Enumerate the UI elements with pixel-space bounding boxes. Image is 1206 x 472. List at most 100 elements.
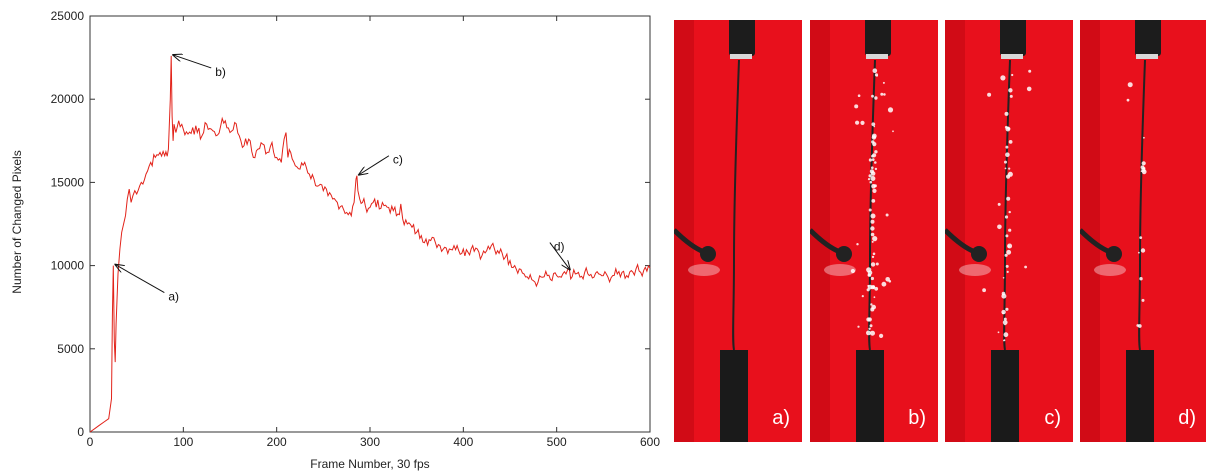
bubble xyxy=(1008,228,1012,232)
glare xyxy=(824,264,856,276)
bottom-electrode xyxy=(720,350,748,442)
wire xyxy=(732,59,740,351)
bubble xyxy=(871,184,876,189)
bubble xyxy=(1005,234,1009,238)
bubble xyxy=(875,262,879,266)
bubble xyxy=(871,255,875,259)
wire xyxy=(1138,59,1146,351)
photo-shadow xyxy=(674,20,694,442)
bubble xyxy=(1004,253,1008,257)
bubble xyxy=(1004,323,1006,326)
bubble xyxy=(885,213,889,217)
bubble xyxy=(1008,88,1013,93)
bubble xyxy=(879,333,884,338)
bubble xyxy=(1006,249,1012,255)
bubble xyxy=(874,167,878,171)
bubble xyxy=(860,120,865,125)
bubble xyxy=(870,226,875,231)
bubble xyxy=(874,96,878,100)
bubble xyxy=(881,281,887,287)
bubble xyxy=(1004,167,1007,170)
bubble xyxy=(1005,145,1009,149)
bubble xyxy=(857,325,860,328)
bubble xyxy=(1002,312,1004,315)
bubble xyxy=(1002,277,1005,279)
x-tick-label: 500 xyxy=(547,435,567,449)
probe-tip xyxy=(971,246,987,262)
wire xyxy=(1003,59,1011,351)
annotation-label: b) xyxy=(215,65,226,79)
bubble xyxy=(1008,140,1013,144)
photo-label: c) xyxy=(1044,407,1061,429)
bubble xyxy=(1127,82,1133,88)
photo-label: b) xyxy=(908,407,926,429)
bubble xyxy=(1005,307,1009,311)
bubble xyxy=(1141,298,1145,302)
x-tick-label: 400 xyxy=(453,435,473,449)
bubble xyxy=(856,243,859,246)
bubble xyxy=(867,178,871,181)
bubble xyxy=(1028,69,1032,73)
line-chart: 0 100 200 300 400 500 600 0 5000 10000 15000 20000 2… xyxy=(10,9,661,471)
annotation-label: d) xyxy=(554,240,565,254)
bubble xyxy=(870,303,873,306)
top-electrode xyxy=(729,20,755,56)
x-tick-label: 300 xyxy=(360,435,380,449)
photo-scene xyxy=(674,20,802,442)
bubble xyxy=(874,286,879,291)
bubble xyxy=(869,180,873,184)
bubble xyxy=(1026,86,1032,92)
bubble xyxy=(1008,210,1011,214)
chart-ticks: 0 100 200 300 400 500 600 0 5000 10000 15000 20000 2… xyxy=(51,9,661,449)
bubble xyxy=(870,307,875,312)
y-axis-label: Number of Changed Pixels xyxy=(10,150,24,293)
x-tick-label: 200 xyxy=(267,435,287,449)
bubble xyxy=(871,158,875,162)
bubble xyxy=(1007,171,1013,177)
y-tick-label: 15000 xyxy=(51,175,85,189)
bubble xyxy=(866,330,871,336)
electrode-tip xyxy=(1136,54,1158,59)
bubble xyxy=(872,68,878,73)
bubble xyxy=(871,166,874,169)
annotation-arrow xyxy=(115,265,165,294)
bubble xyxy=(1139,236,1143,240)
bubble xyxy=(1006,270,1009,273)
chart-annotations: a) b) c) d) xyxy=(115,55,570,304)
photo-shadow xyxy=(1080,20,1100,442)
bubble xyxy=(871,122,876,127)
bubble xyxy=(882,81,885,84)
bubble xyxy=(870,176,876,181)
y-tick-label: 10000 xyxy=(51,259,85,273)
bubble xyxy=(1004,160,1007,164)
bubble xyxy=(1001,291,1006,296)
bubble xyxy=(1005,152,1010,157)
annotation-arrow xyxy=(359,155,390,175)
photo-panel-b: b) xyxy=(810,20,938,442)
x-tick-label: 600 xyxy=(640,435,660,449)
bubble xyxy=(987,92,992,97)
bubble xyxy=(870,219,875,224)
bubble xyxy=(1004,111,1009,116)
electrode-tip xyxy=(866,54,888,59)
bubble xyxy=(873,125,876,128)
bubble xyxy=(872,236,878,242)
top-electrode xyxy=(1135,20,1161,56)
bubble xyxy=(1138,251,1140,254)
y-tick-label: 20000 xyxy=(51,92,85,106)
electrode-tip xyxy=(730,54,752,59)
probe-tip xyxy=(700,246,716,262)
bubble xyxy=(888,280,892,283)
bubble xyxy=(871,135,877,140)
bubble xyxy=(892,130,894,133)
bubble xyxy=(871,140,875,144)
bubble xyxy=(1143,167,1146,170)
bubble xyxy=(1141,169,1147,175)
photo-label: a) xyxy=(772,407,790,429)
bubble xyxy=(1143,136,1145,139)
photo-shadow xyxy=(810,20,830,442)
glare xyxy=(1094,264,1126,276)
bubble xyxy=(874,150,878,154)
bubble xyxy=(1007,245,1011,248)
bubble xyxy=(1009,94,1013,98)
